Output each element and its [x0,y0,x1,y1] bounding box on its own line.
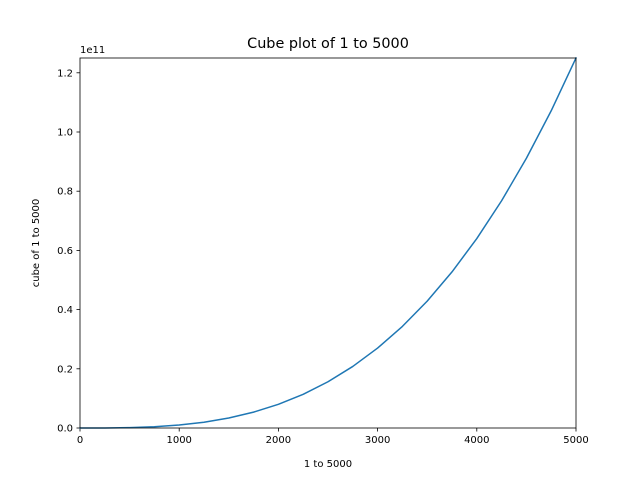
y-tick-label: 0.6 [57,246,73,257]
y-offset-label: 1e11 [80,45,105,56]
x-tick-label: 2000 [266,435,291,446]
y-tick-label: 1.2 [57,68,73,79]
y-tick-label: 0.0 [57,424,73,435]
y-tick-label: 0.2 [57,364,73,375]
x-tick-label: 0 [77,435,83,446]
x-tick-label: 3000 [365,435,390,446]
plot-lines [79,57,577,429]
y-tick-label: 0.8 [57,187,73,198]
y-axis-label: cube of 1 to 5000 [31,199,42,288]
x-tick-label: 1000 [166,435,191,446]
plot-frame [79,57,577,429]
y-tick-label: 1.0 [57,128,73,139]
chart-title: Cube plot of 1 to 5000 [247,36,409,52]
series-line-0 [79,57,577,429]
x-axis-label: 1 to 5000 [304,459,352,470]
x-tick-label: 4000 [464,435,489,446]
axis-ticks: 0 1000 2000 3000 4000 5000 0.0 0.2 0.4 0.6 0.8 1.0 1… [57,68,589,446]
x-tick-label: 5000 [563,435,588,446]
y-tick-label: 0.4 [57,305,73,316]
